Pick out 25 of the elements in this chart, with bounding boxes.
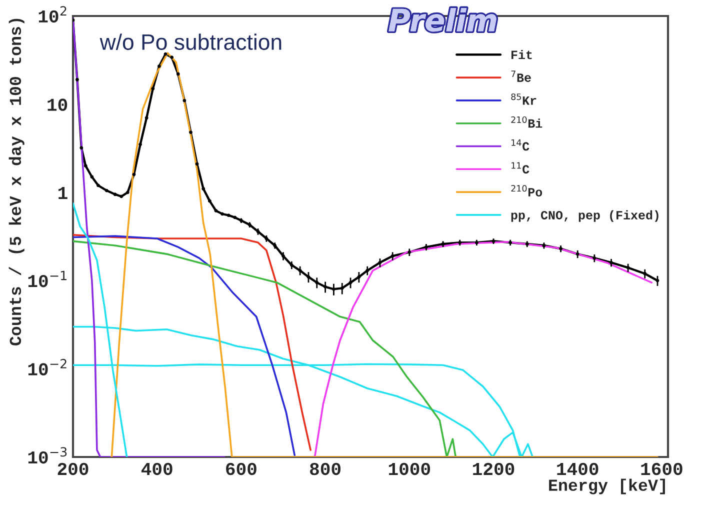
legend-label: $^{7}$Be (511, 70, 531, 82)
legend-label: $^{11}$C (512, 162, 530, 174)
y-tick-label: 10$^{−1}$ (28, 270, 66, 288)
x-tick-label: 1200 (473, 462, 514, 476)
x-tick-label: 400 (141, 462, 172, 476)
x-tick-label: 1400 (557, 462, 598, 476)
x-tick-label: 600 (226, 462, 256, 476)
legend-label: Fit (511, 50, 532, 60)
y-tick-label: 10$^{−2}$ (28, 358, 66, 376)
x-tick-label: 800 (310, 462, 341, 476)
y-tick-label: 10 (48, 98, 68, 111)
legend-label: $^{14}$C (512, 139, 530, 151)
annotation: w/o Po subtraction (100, 34, 282, 50)
x-tick-label: 200 (58, 462, 88, 476)
legend-label: pp, CNO, pep (Fixed) (511, 210, 658, 222)
x-tick-label: 1600 (641, 462, 682, 476)
y-tick-label: 1 (58, 187, 68, 199)
y-axis-title: Counts / (5 keV x day x 100 tons) (8, 18, 24, 346)
x-tick-label: 1000 (388, 462, 430, 476)
x-axis-title: Energy [keV] (549, 478, 665, 494)
y-tick-label: 10$^{2}$ (38, 6, 66, 23)
legend-label: $^{210}$Bi (511, 116, 542, 128)
legend-label: $^{85}$Kr (511, 93, 536, 105)
y-tick-label: 10$^{−3}$ (28, 447, 67, 464)
legend-label: $^{210}$Po (511, 185, 542, 196)
